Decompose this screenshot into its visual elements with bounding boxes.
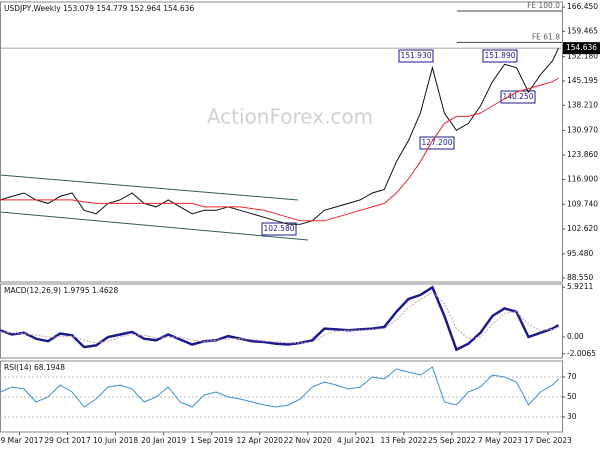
y-tick-label: 88.550 [567, 273, 593, 282]
watermark: ActionForex.com [207, 105, 373, 129]
last-price-box [563, 42, 600, 55]
price-box-label: 127.200 [421, 138, 452, 147]
y-tick-label: 0.00 [567, 332, 584, 341]
price-box [482, 49, 518, 63]
x-tick-label: 29 Oct 2017 [44, 436, 91, 445]
y-tick-label: 145.195 [567, 76, 598, 85]
last-price-label: 154.636 [566, 43, 597, 52]
chart-title: USDJPY,Weekly 153.079 154.779 152.964 15… [4, 4, 194, 13]
price-box-label: 151.890 [484, 51, 515, 60]
x-tick-label: 22 Nov 2020 [284, 436, 332, 445]
y-tick-label: 5.9211 [567, 282, 593, 291]
price-box-label: 140.250 [502, 92, 533, 101]
y-tick-label: 116.900 [567, 174, 598, 183]
y-tick-label: 130.970 [567, 125, 598, 134]
x-tick-label: 25 Sep 2022 [428, 436, 476, 445]
channel-lower [0, 211, 309, 241]
x-tick-label: 7 May 2023 [478, 436, 522, 445]
channel-upper [0, 174, 299, 201]
y-tick-label: 70 [567, 372, 577, 381]
x-tick-label: 13 Feb 2022 [381, 436, 428, 445]
price-box-label: 102.580 [263, 224, 294, 233]
series-line [0, 366, 559, 408]
series-line [0, 291, 559, 344]
price-box [261, 222, 297, 236]
y-tick-label: 95.480 [567, 249, 593, 258]
x-tick-label: 4 Jul 2021 [337, 436, 375, 445]
price-box [419, 136, 455, 150]
panel-frame [0, 1, 563, 283]
y-tick-label: 123.860 [567, 150, 598, 159]
series-line [0, 47, 559, 225]
series-line [0, 77, 559, 222]
x-tick-label: 19 Mar 2017 [0, 436, 44, 445]
series-line [0, 285, 560, 352]
y-tick-label: 152.180 [567, 52, 598, 61]
fe-label: FE 100.0 [527, 1, 560, 10]
y-tick-label: 138.210 [567, 100, 598, 109]
y-tick-label: 50 [567, 392, 577, 401]
y-tick-label: 102.620 [567, 224, 598, 233]
y-tick-label: 166.450 [567, 2, 598, 11]
x-tick-label: 20 Jan 2019 [141, 436, 186, 445]
fe-label: FE 61.8 [532, 32, 560, 41]
y-tick-label: 109.740 [567, 199, 598, 208]
panel-label: RSI(14) 68.1948 [4, 363, 65, 372]
price-box [398, 49, 434, 63]
y-tick-label: 30 [567, 412, 577, 421]
price-box-label: 151.930 [400, 51, 431, 60]
price-box [500, 90, 536, 104]
y-tick-label: -2.0065 [567, 349, 596, 358]
panel-label: MACD(12,26,9) 1.9795 1.4628 [4, 286, 118, 295]
x-tick-label: 12 Apr 2020 [237, 436, 284, 445]
x-tick-label: 1 Sep 2019 [190, 436, 233, 445]
y-tick-label: 159.465 [567, 26, 598, 35]
x-tick-label: 17 Dec 2023 [524, 436, 572, 445]
panel-frame [0, 283, 563, 359]
x-tick-label: 10 Jun 2018 [93, 436, 138, 445]
